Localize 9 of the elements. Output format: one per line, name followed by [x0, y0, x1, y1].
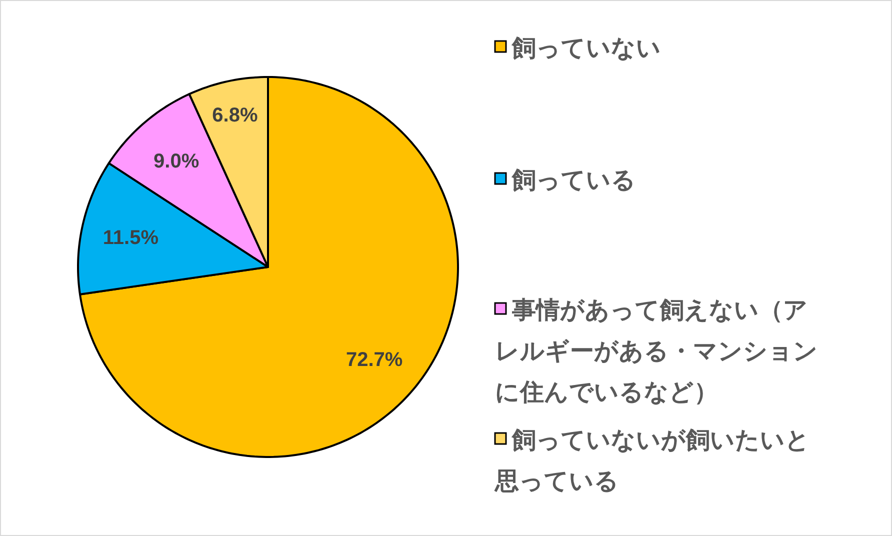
legend-label: 飼っていない: [511, 35, 661, 62]
data-label: 9.0%: [154, 150, 200, 172]
legend-label: 飼っていないが飼いたいと思っている: [494, 427, 810, 495]
data-label: 11.5%: [102, 226, 159, 249]
data-label: 72.7%: [346, 348, 403, 371]
pie-slice: [78, 76, 459, 458]
data-label: 6.8%: [212, 104, 258, 127]
legend-label: 事情があって飼えない（アレルギーがある・マンションに住んでいるなど）: [495, 297, 818, 406]
legend-label: 飼っている: [511, 167, 636, 194]
